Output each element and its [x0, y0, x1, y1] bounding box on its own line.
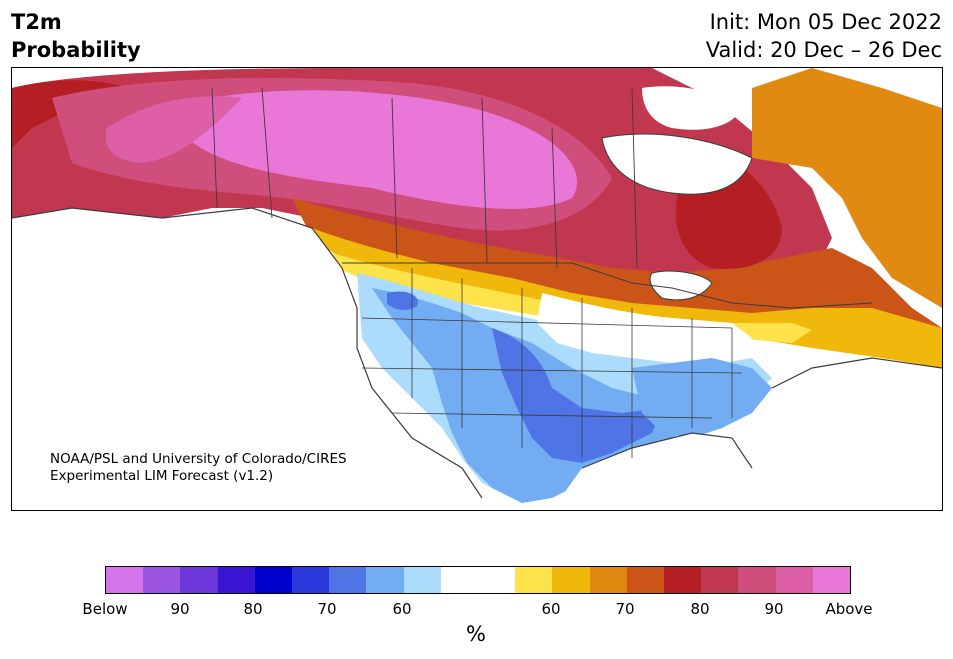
colorbar-swatch: [180, 567, 218, 593]
credit-line-2: Experimental LIM Forecast (v1.2): [50, 468, 274, 484]
colorbar-swatch: [701, 567, 739, 593]
north-america-map: [12, 68, 942, 510]
colorbar-swatch: [515, 567, 553, 593]
colorbar-swatch: [738, 567, 776, 593]
colorbar-swatch: [478, 567, 516, 593]
province-borders: [211, 87, 638, 269]
state-borders: [361, 268, 743, 458]
colorbar-tick-label: 80: [243, 600, 263, 618]
init-date: Init: Mon 05 Dec 2022: [709, 10, 942, 34]
colorbar-swatch: [440, 567, 479, 593]
colorbar-swatch: [143, 567, 181, 593]
colorbar: [105, 566, 851, 594]
title-line-2: Probability: [11, 38, 141, 62]
credit-line-1: NOAA/PSL and University of Colorado/CIRE…: [50, 451, 347, 467]
colorbar-swatch: [366, 567, 404, 593]
credit-text: NOAA/PSL and University of Colorado/CIRE…: [50, 451, 347, 485]
region-canada-inner: [105, 96, 242, 163]
title-line-1: T2m: [11, 10, 62, 34]
colorbar-tick-label: 80: [690, 600, 710, 618]
colorbar-swatch: [329, 567, 367, 593]
colorbar-tick-label: 60: [541, 600, 561, 618]
valid-range: Valid: 20 Dec – 26 Dec: [705, 38, 942, 62]
us-canada-border: [342, 262, 873, 309]
colorbar-tick-label: Above: [825, 600, 873, 618]
region-midwest-neutral: [537, 293, 752, 368]
colorbar-swatch: [292, 567, 330, 593]
colorbar-swatch: [812, 567, 851, 593]
colorbar-swatch: [552, 567, 590, 593]
colorbar-swatch: [403, 567, 441, 593]
colorbar-tick-label: 70: [317, 600, 337, 618]
colorbar-tick-label: Below: [82, 600, 128, 618]
colorbar-tick-label: 60: [392, 600, 412, 618]
colorbar-swatch: [254, 567, 293, 593]
region-south-central-blue: [492, 328, 662, 463]
colorbar-tick-label: 90: [764, 600, 784, 618]
region-southeast-blue: [632, 358, 772, 438]
gulf-of-mexico: [552, 433, 772, 510]
arctic-water: [642, 86, 742, 130]
atlantic-ocean: [752, 358, 942, 510]
colorbar-swatch: [664, 567, 702, 593]
coastline: [12, 207, 942, 499]
region-canada-core: [187, 90, 578, 209]
hudson-bay: [601, 133, 753, 195]
colorbar-ticks: Below 90 80 70 60 60 70 80 90 Above: [82, 600, 872, 618]
map-panel: NOAA/PSL and University of Colorado/CIRE…: [11, 67, 943, 511]
forecast-dates: Init: Mon 05 Dec 2022 Valid: 20 Dec – 26…: [706, 8, 942, 64]
region-quebec-orange: [752, 68, 942, 308]
colorbar-tick-label: 70: [615, 600, 635, 618]
colorbar-unit: %: [466, 622, 486, 646]
pacific-ocean: [12, 208, 482, 510]
map-title: T2m Probability: [11, 8, 141, 64]
colorbar-swatch: [106, 567, 144, 593]
colorbar-tick-label: 90: [170, 600, 190, 618]
colorbar-swatch: [217, 567, 255, 593]
colorbar-swatch: [589, 567, 627, 593]
region-northwest-blue: [387, 291, 418, 310]
colorbar-swatch: [775, 567, 813, 593]
colorbar-swatch: [626, 567, 665, 593]
